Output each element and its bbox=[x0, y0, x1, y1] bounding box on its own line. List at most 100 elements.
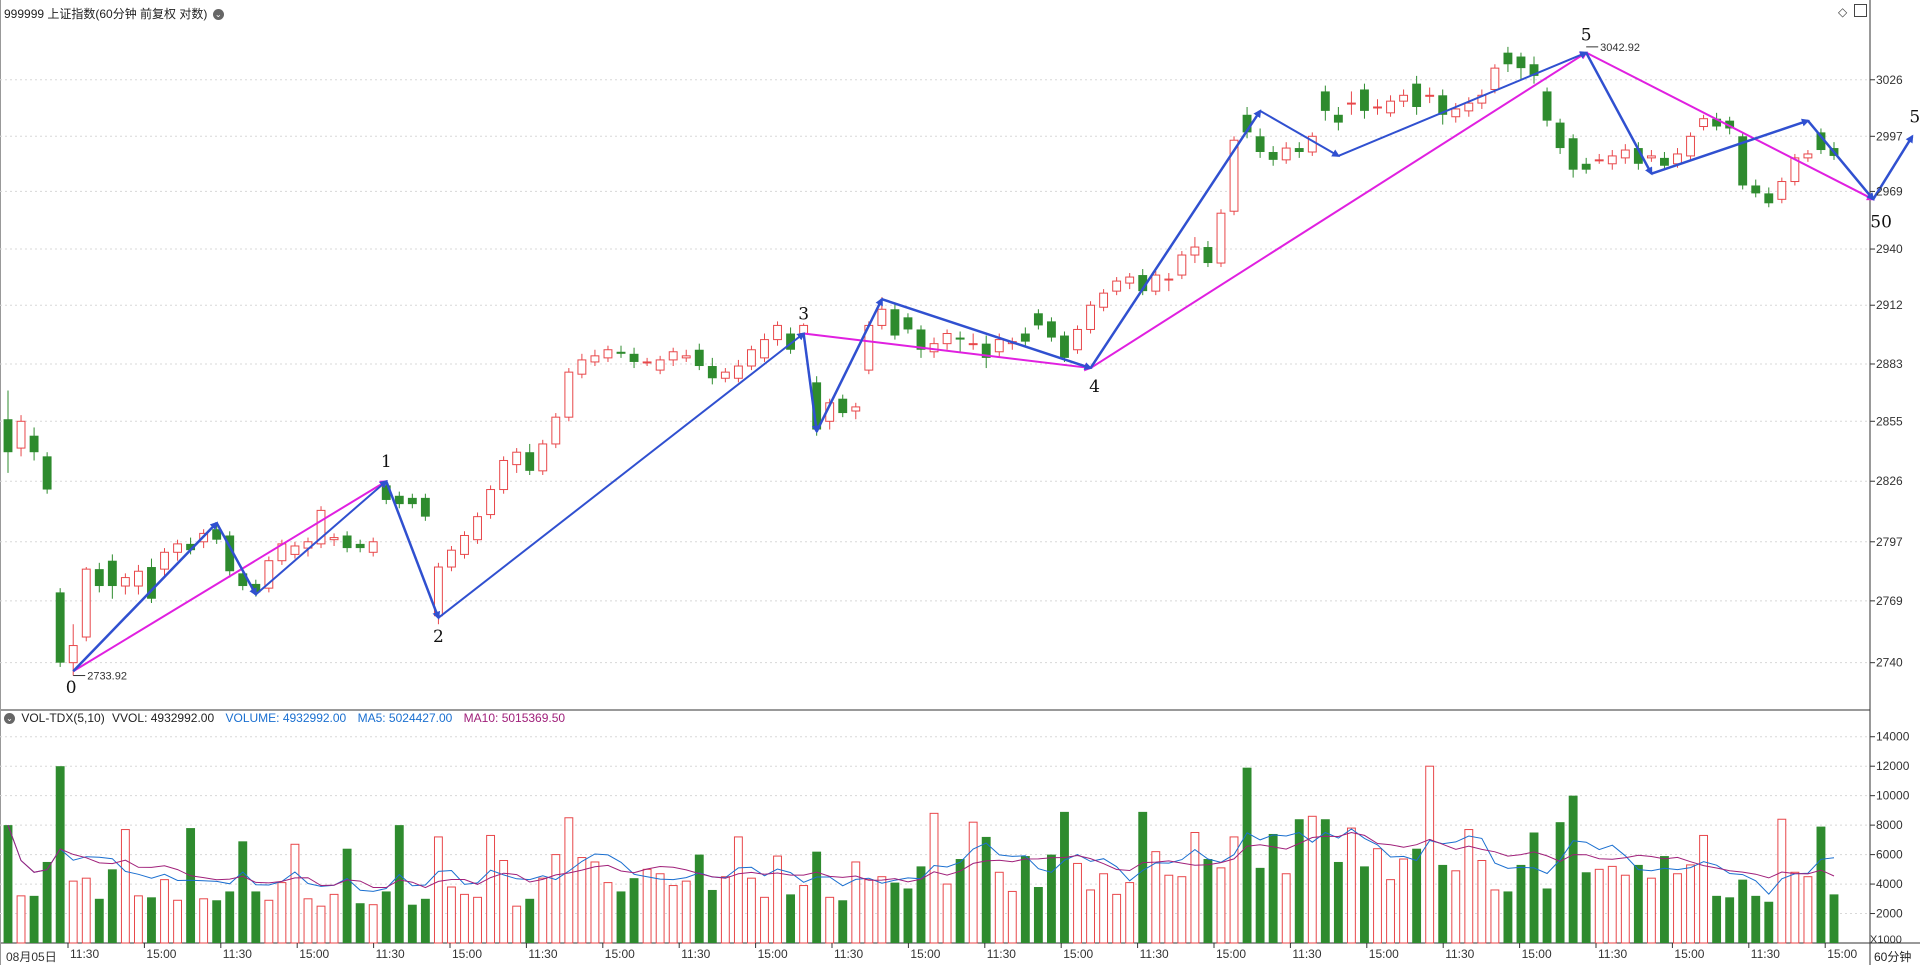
candle-body-down bbox=[147, 567, 156, 599]
date-label: 08月05日 bbox=[6, 950, 57, 964]
wave-minor-segment bbox=[1259, 110, 1341, 157]
candle-body-up bbox=[538, 443, 548, 472]
time-tick-label: 11:30 bbox=[1751, 947, 1780, 961]
volume-bar-down bbox=[1320, 819, 1330, 943]
candle-body-up bbox=[1151, 274, 1161, 292]
candle-body-up bbox=[1125, 276, 1135, 284]
candle-body-up bbox=[460, 534, 469, 555]
volume-bar-down bbox=[107, 869, 117, 943]
period-button[interactable]: 60分钟 bbox=[1874, 950, 1912, 964]
candle-body-down bbox=[629, 353, 639, 362]
candle-body-up bbox=[942, 333, 952, 345]
vol-tick-label: 2000 bbox=[1876, 907, 1903, 921]
volume-bar-up bbox=[1777, 818, 1787, 944]
candle-body-up bbox=[590, 355, 600, 363]
volume-bar-up bbox=[81, 877, 91, 944]
volume-bar-down bbox=[981, 836, 991, 943]
candle-body-down bbox=[94, 569, 104, 587]
candle-body-down bbox=[1660, 157, 1669, 166]
volume-bar-down bbox=[251, 891, 261, 943]
wave-minor-segment bbox=[1650, 118, 1810, 175]
wave-label-3: 3 bbox=[798, 305, 809, 325]
candle-body-up bbox=[564, 371, 574, 418]
time-tick-label: 11:30 bbox=[987, 947, 1016, 961]
price-tick-label: 2769 bbox=[1876, 594, 1903, 608]
candle-body-down bbox=[225, 535, 235, 572]
candle-body-up bbox=[1086, 304, 1095, 330]
volume-bar-up bbox=[1073, 862, 1082, 944]
candle-body-down bbox=[1581, 163, 1591, 170]
volume-bar-down bbox=[838, 900, 848, 943]
volume-bar-up bbox=[1086, 889, 1095, 944]
candle-body-up bbox=[486, 489, 496, 516]
wave-major-segment bbox=[803, 332, 1093, 372]
wave-label-50: 50 bbox=[1870, 212, 1892, 232]
wave-label-5: 5 bbox=[1581, 26, 1592, 46]
volume-bar-up bbox=[1686, 864, 1695, 944]
volume-bar-down bbox=[1033, 887, 1043, 943]
volume-axis: 2000 4000 6000 8000 10000 12000 14000 bbox=[1870, 730, 1910, 921]
candle-body-down bbox=[355, 543, 365, 549]
volume-bar-down bbox=[1816, 826, 1826, 943]
volume-bar-up bbox=[681, 880, 691, 944]
volume-bar-up bbox=[1607, 865, 1617, 944]
candle-body-down bbox=[55, 592, 65, 663]
vvol-value: VVOL: 4932992.00 bbox=[112, 711, 215, 725]
volume-bar-up bbox=[642, 868, 652, 944]
candle-body-up bbox=[290, 545, 300, 555]
candle-body-up bbox=[1229, 139, 1239, 212]
volume-bar-down bbox=[1294, 819, 1304, 943]
candle-body-up bbox=[1620, 149, 1630, 159]
candle-body-up bbox=[668, 351, 678, 361]
candle-body-up bbox=[368, 541, 378, 553]
wave-minor-segment bbox=[72, 521, 219, 673]
vol-unit-label: X1000 bbox=[1870, 934, 1902, 946]
time-tick-label: 11:30 bbox=[528, 947, 557, 961]
volume-bar-down bbox=[225, 891, 235, 943]
price-axis: 2740 2769 2797 2826 2855 2883 2912 2940 2969 2997… bbox=[1870, 73, 1903, 670]
candle-body-up bbox=[1673, 153, 1682, 165]
volume-bar-down bbox=[1503, 891, 1513, 943]
dropdown-circle-icon[interactable]: ⌄ bbox=[212, 9, 224, 21]
candle-body-up bbox=[160, 551, 169, 570]
volume-bar-down bbox=[1568, 795, 1578, 943]
volume-bar-down bbox=[1046, 854, 1056, 943]
candle-body-down bbox=[1516, 56, 1526, 69]
candle-body-up bbox=[447, 549, 456, 568]
candle-body-down bbox=[1542, 91, 1552, 121]
candle-body-down bbox=[1360, 89, 1369, 111]
volume-bar-up bbox=[1646, 877, 1656, 944]
low-price-label: 2733.92 bbox=[87, 671, 127, 683]
time-tick-label: 11:30 bbox=[223, 947, 252, 961]
wave-lines bbox=[72, 51, 1914, 673]
candle-body-up bbox=[1177, 254, 1187, 276]
time-tick-label: 15:00 bbox=[758, 947, 788, 961]
volume-bar-up bbox=[460, 893, 469, 944]
candle-body-down bbox=[1046, 321, 1056, 338]
wave-minor-segment bbox=[1806, 119, 1875, 201]
volume-bar-up bbox=[1425, 765, 1435, 944]
candle-body-up bbox=[720, 371, 730, 379]
diamond-icon[interactable]: ◇ bbox=[1838, 5, 1848, 19]
wave-minor-segment bbox=[1337, 51, 1589, 157]
panel-toggle-icon[interactable] bbox=[1854, 4, 1867, 20]
candle-body-up bbox=[642, 361, 652, 364]
wave-major-segment bbox=[72, 480, 388, 673]
volume-bar-up bbox=[1007, 890, 1017, 944]
candle-body-up bbox=[1777, 181, 1787, 200]
candle-body-down bbox=[1255, 136, 1265, 152]
vol-tick-label: 14000 bbox=[1876, 730, 1910, 744]
price-tick-label: 2940 bbox=[1876, 242, 1903, 256]
candle-body-up bbox=[1112, 280, 1122, 292]
wave-label-0: 0 bbox=[66, 678, 77, 698]
time-tick-label: 15:00 bbox=[452, 947, 482, 961]
volume-bar-down bbox=[1581, 872, 1591, 943]
volume-bar-up bbox=[1216, 867, 1226, 944]
chart-title-text: 999999 上证指数(60分钟 前复权 对数) bbox=[4, 7, 208, 21]
volume-dropdown-icon[interactable]: ⌄ bbox=[4, 713, 15, 725]
volume-bar-up bbox=[316, 905, 326, 944]
volume-bar-down bbox=[1203, 859, 1213, 943]
candle-body-up bbox=[733, 365, 743, 379]
volume-bar-down bbox=[1829, 894, 1839, 943]
candle-body-up bbox=[173, 543, 182, 553]
